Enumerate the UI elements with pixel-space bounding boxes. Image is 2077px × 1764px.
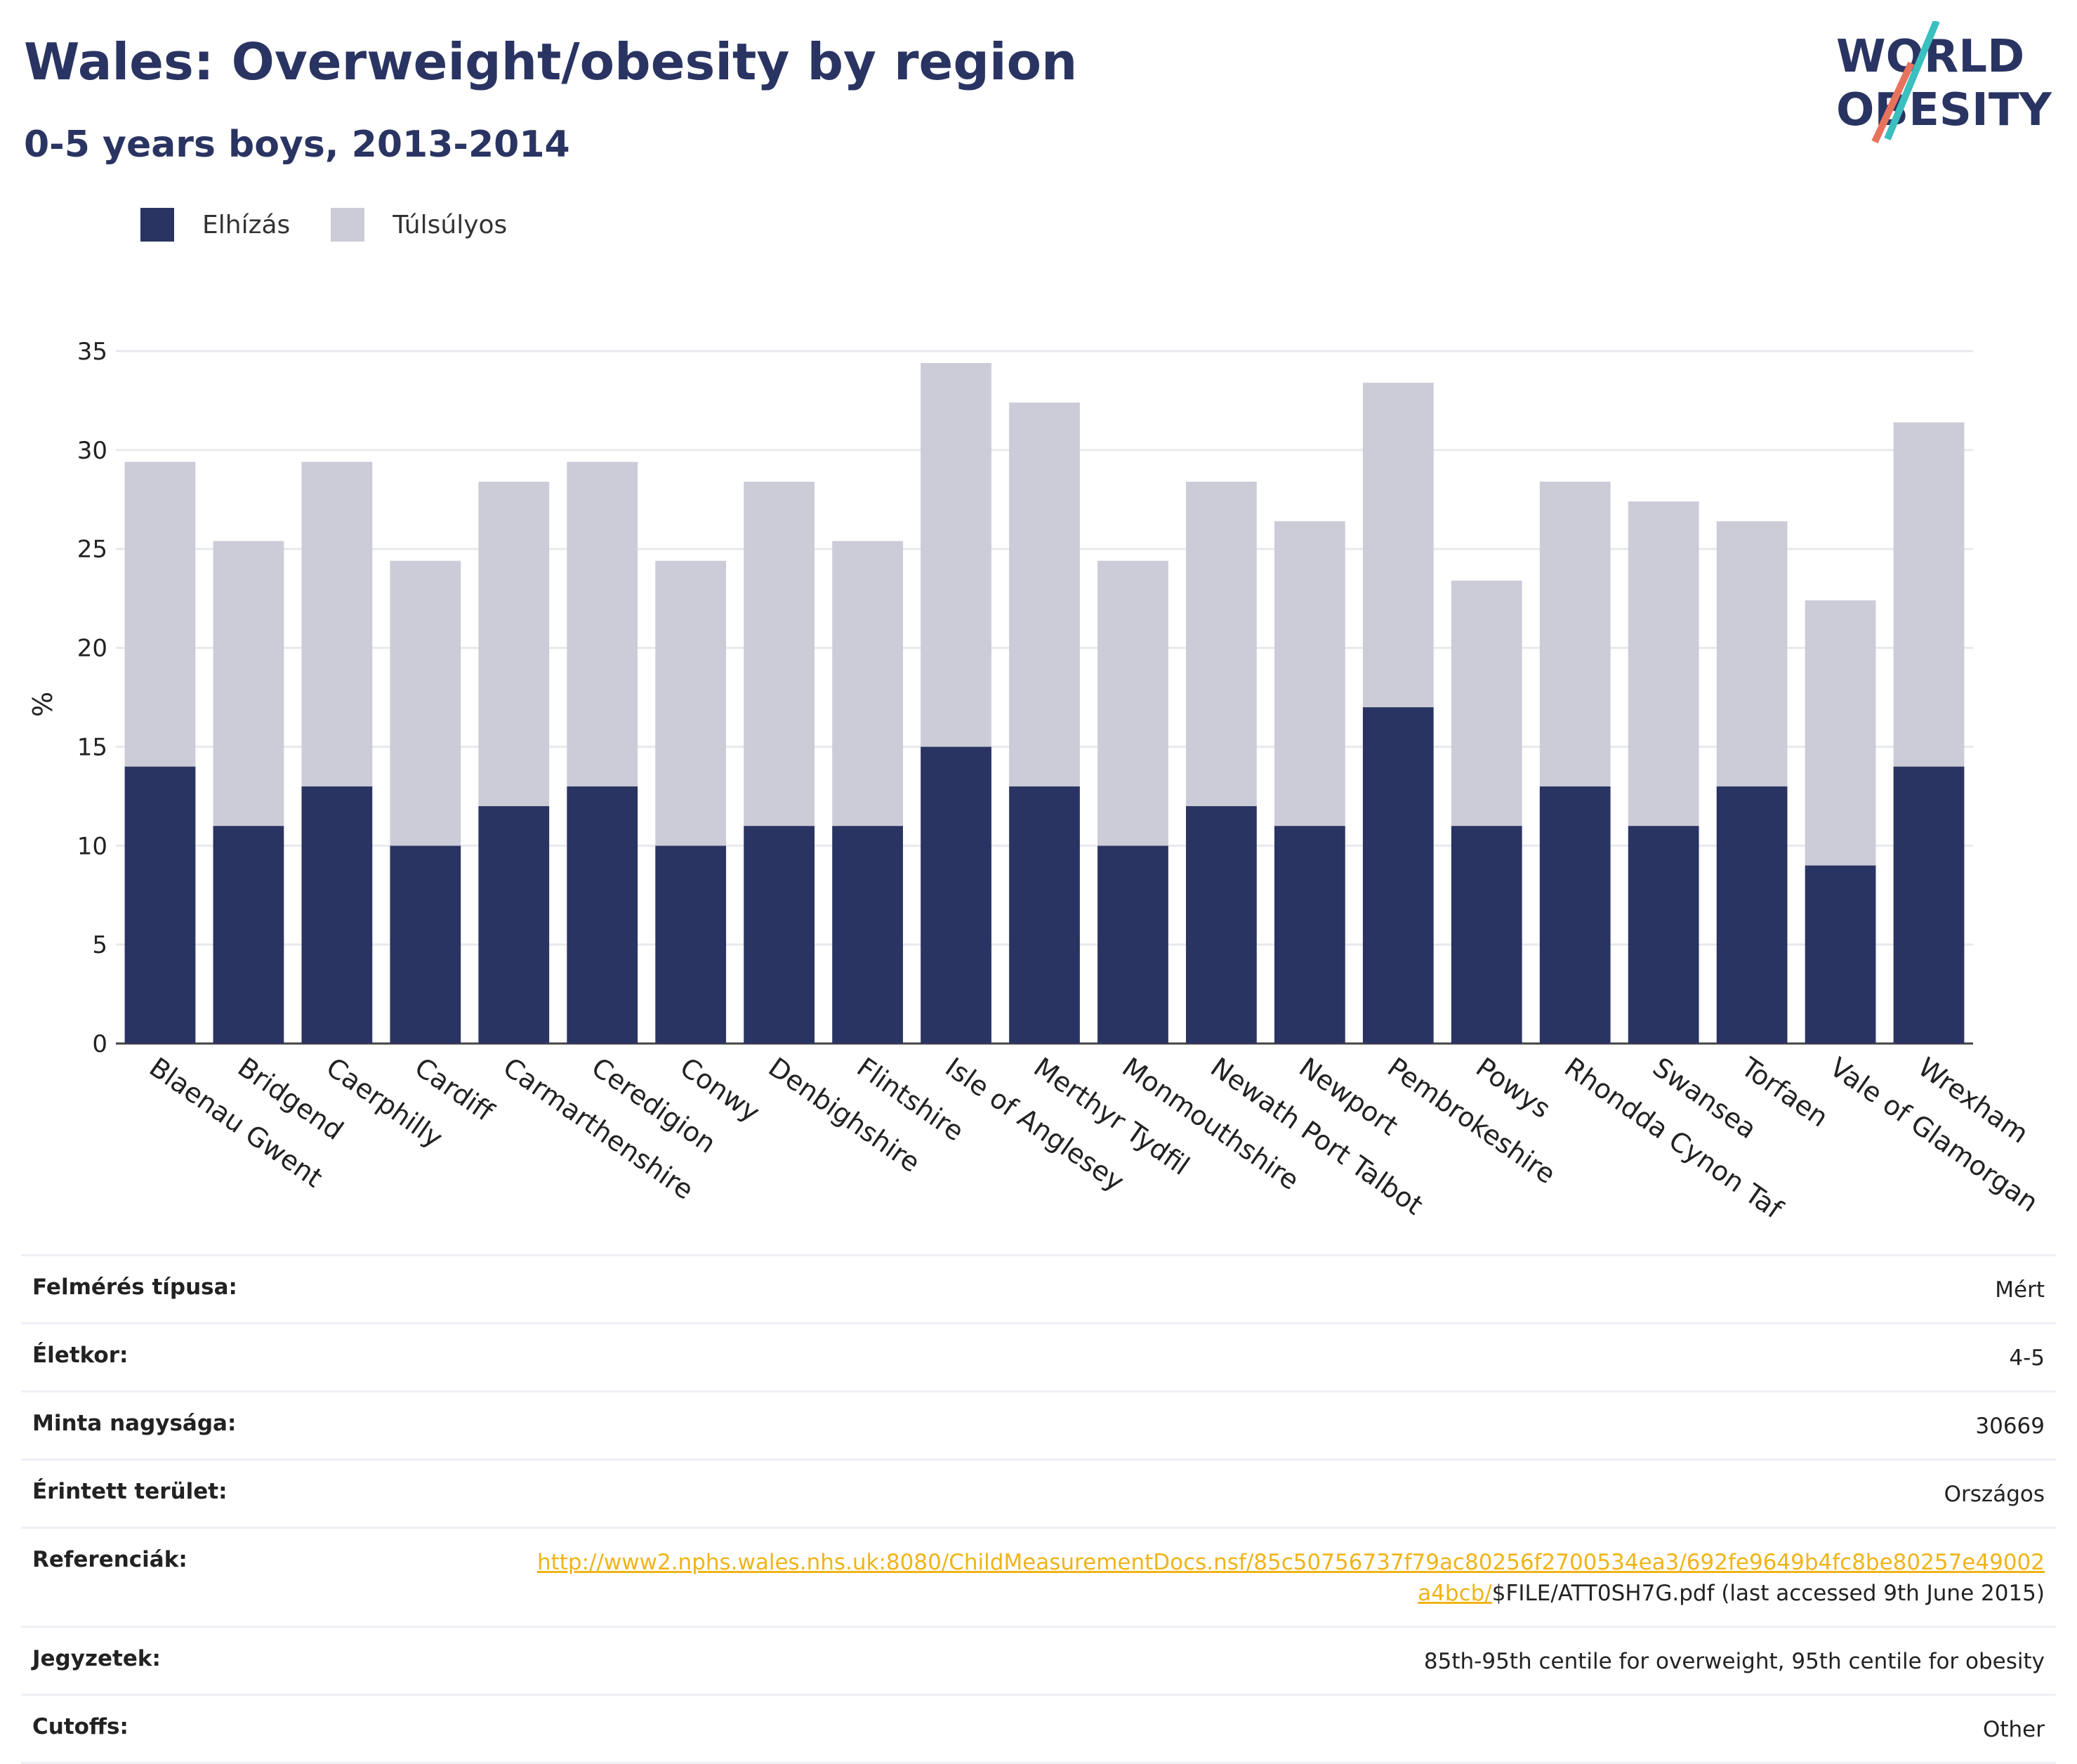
bar-obesity[interactable] <box>1805 865 1876 1044</box>
bar-obesity[interactable] <box>390 845 461 1044</box>
y-tick-label: 10 <box>77 832 107 860</box>
bar-overweight[interactable] <box>1539 481 1611 786</box>
reference-link[interactable]: http://www2.nphs.wales.nhs.uk:8080/Child… <box>536 1550 2045 1606</box>
bars <box>124 362 1965 1044</box>
bar-obesity[interactable] <box>301 786 373 1044</box>
bar-overweight[interactable] <box>567 461 638 786</box>
bar-overweight[interactable] <box>478 481 550 806</box>
info-value: Mért <box>1995 1277 2045 1303</box>
info-label: Életkor: <box>32 1343 128 1368</box>
logo-slash-coral-lower <box>1871 61 1915 144</box>
info-value: 30669 <box>1975 1414 2045 1439</box>
y-tick-label: 20 <box>77 635 107 663</box>
x-tick-label: Denbighshire <box>763 1051 925 1178</box>
bar-overweight[interactable] <box>1716 521 1788 786</box>
bar-overweight[interactable] <box>1186 481 1257 806</box>
bar-obesity[interactable] <box>478 805 550 1044</box>
bar-obesity[interactable] <box>744 826 815 1044</box>
page-title: Wales: Overweight/obesity by region <box>24 32 1078 91</box>
bar-overweight[interactable] <box>921 362 991 747</box>
bar-obesity[interactable] <box>1362 707 1434 1044</box>
bar-obesity[interactable] <box>213 826 284 1044</box>
stacked-bar-chart: 0 5 10 15 20 25 30 35 Blaenau GwentBridgendCaer… <box>27 338 2044 1222</box>
info-value: http://www2.nphs.wales.nhs.uk:8080/Child… <box>528 1547 2045 1609</box>
bar-overweight[interactable] <box>655 560 727 846</box>
info-value: 85th-95th centile for overweight, 95th c… <box>1423 1649 2045 1674</box>
info-label: Érintett terület: <box>32 1479 228 1504</box>
info-value: Országos <box>1944 1482 2045 1507</box>
y-tick-label: 5 <box>92 931 107 959</box>
bar-obesity[interactable] <box>1274 826 1345 1044</box>
y-tick-labels: 0 5 10 15 20 25 30 35 <box>77 338 107 1058</box>
bar-obesity[interactable] <box>567 786 638 1044</box>
info-row-notes: Jegyzetek: 85th-95th centile for overwei… <box>21 1626 2056 1694</box>
y-tick-label: 15 <box>77 733 107 761</box>
chart-legend: Elhízás Túlsúlyos <box>140 208 548 242</box>
info-label: Felmérés típusa: <box>32 1275 237 1300</box>
info-label: Minta nagysága: <box>32 1411 237 1436</box>
bar-overweight[interactable] <box>832 541 903 827</box>
bar-obesity[interactable] <box>832 826 903 1044</box>
bar-overweight[interactable] <box>744 481 815 827</box>
info-row-area: Érintett terület: Országos <box>21 1459 2056 1527</box>
bar-overweight[interactable] <box>1009 402 1080 786</box>
legend-item-obesity[interactable]: Elhízás <box>140 208 290 242</box>
bar-overweight[interactable] <box>1893 422 1965 767</box>
reference-suffix: $FILE/ATT0SH7G.pdf (last accessed 9th Ju… <box>1491 1581 2045 1606</box>
info-row-age: Életkor: 4-5 <box>21 1322 2056 1390</box>
y-tick-label: 25 <box>77 536 107 564</box>
bar-overweight[interactable] <box>390 560 461 846</box>
world-obesity-logo: WORLD OBESITY <box>1836 21 2052 144</box>
bar-overweight[interactable] <box>301 461 373 786</box>
y-tick-label: 0 <box>92 1030 107 1058</box>
info-table: Felmérés típusa: Mért Életkor: 4-5 Minta… <box>21 1254 2056 1764</box>
info-row-cutoffs: Cutoffs: Other <box>21 1694 2056 1764</box>
bar-obesity[interactable] <box>1451 826 1522 1044</box>
bar-overweight[interactable] <box>213 541 284 827</box>
y-tick-label: 30 <box>77 437 107 465</box>
bar-overweight[interactable] <box>1628 501 1699 827</box>
info-row-sample-size: Minta nagysága: 30669 <box>21 1390 2056 1459</box>
info-label: Referenciák: <box>32 1547 187 1572</box>
bar-overweight[interactable] <box>124 461 196 767</box>
info-value: 4-5 <box>2009 1345 2045 1371</box>
info-row-references: Referenciák: http://www2.nphs.wales.nhs.… <box>21 1527 2056 1626</box>
bar-overweight[interactable] <box>1362 383 1434 708</box>
legend-label-obesity: Elhízás <box>202 210 291 239</box>
legend-item-overweight[interactable]: Túlsúlyos <box>331 208 507 242</box>
bar-obesity[interactable] <box>1716 786 1788 1044</box>
info-label: Jegyzetek: <box>32 1646 161 1671</box>
info-label: Cutoffs: <box>32 1714 128 1739</box>
bar-obesity[interactable] <box>1539 786 1611 1044</box>
bar-obesity[interactable] <box>921 746 991 1044</box>
x-category-labels: Blaenau GwentBridgendCaerphillyCardiffCa… <box>144 1051 2044 1222</box>
bar-obesity[interactable] <box>1893 766 1965 1044</box>
legend-swatch-obesity <box>140 208 174 242</box>
y-tick-label: 35 <box>77 338 107 366</box>
logo-slash-teal <box>1884 21 1940 140</box>
legend-swatch-overweight <box>331 208 365 242</box>
bar-obesity[interactable] <box>1097 845 1168 1044</box>
bar-overweight[interactable] <box>1805 600 1876 866</box>
bar-overweight[interactable] <box>1097 560 1168 846</box>
page-subtitle: 0-5 years boys, 2013-2014 <box>24 124 570 166</box>
bar-overweight[interactable] <box>1451 580 1522 827</box>
info-row-survey-type: Felmérés típusa: Mért <box>21 1254 2056 1322</box>
bar-overweight[interactable] <box>1274 521 1345 827</box>
logo-line2: OBESITY <box>1836 84 2052 136</box>
bar-obesity[interactable] <box>1009 786 1080 1044</box>
y-axis-title: % <box>27 692 58 717</box>
bar-obesity[interactable] <box>655 845 727 1044</box>
bar-obesity[interactable] <box>124 766 196 1044</box>
info-value: Other <box>1982 1717 2045 1742</box>
bar-obesity[interactable] <box>1628 826 1699 1044</box>
bar-obesity[interactable] <box>1186 805 1257 1044</box>
legend-label-overweight: Túlsúlyos <box>393 210 508 239</box>
